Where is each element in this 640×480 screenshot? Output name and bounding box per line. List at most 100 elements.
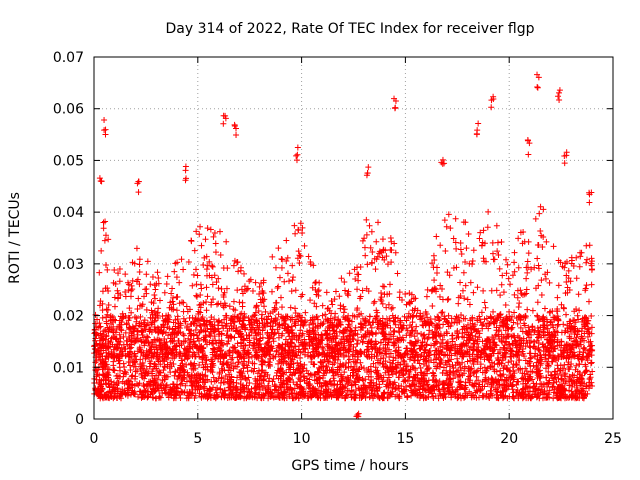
data-point — [396, 289, 403, 296]
data-point — [527, 344, 534, 351]
data-point — [224, 328, 231, 335]
data-point — [226, 303, 233, 310]
data-point — [445, 211, 452, 218]
data-point — [560, 321, 567, 328]
data-point — [446, 272, 453, 279]
data-point — [555, 282, 562, 289]
data-point — [208, 299, 215, 306]
data-point — [502, 302, 509, 309]
data-point — [304, 328, 311, 335]
data-point — [300, 322, 307, 329]
data-point — [99, 307, 106, 314]
data-point — [312, 279, 319, 286]
data-point — [588, 359, 595, 366]
data-point — [323, 289, 330, 296]
data-point — [583, 259, 590, 266]
data-point — [582, 368, 589, 375]
data-point — [156, 393, 163, 400]
data-point — [173, 307, 180, 314]
data-point — [414, 330, 421, 337]
data-point — [127, 293, 134, 300]
data-point — [207, 318, 214, 325]
data-point — [230, 298, 237, 305]
data-point — [447, 225, 454, 232]
data-point — [391, 240, 398, 247]
data-point — [120, 333, 127, 340]
data-point — [234, 287, 241, 294]
data-point — [467, 279, 474, 286]
data-point — [436, 293, 443, 300]
data-point — [204, 293, 211, 300]
data-point — [494, 239, 501, 246]
data-point — [532, 215, 539, 222]
data-point — [331, 359, 338, 366]
data-point — [445, 323, 452, 330]
data-point — [372, 266, 379, 273]
data-point — [252, 279, 259, 286]
data-point — [363, 231, 370, 238]
data-point — [196, 231, 203, 238]
data-point — [543, 238, 550, 245]
data-point — [511, 259, 518, 266]
data-point — [563, 311, 570, 318]
data-point — [354, 340, 361, 347]
data-point — [169, 285, 176, 292]
data-point — [515, 235, 522, 242]
data-point — [217, 379, 224, 386]
data-point — [509, 272, 516, 279]
data-point — [373, 314, 380, 321]
data-point — [269, 253, 276, 260]
data-point — [449, 361, 456, 368]
data-point — [511, 268, 518, 275]
data-point — [279, 256, 286, 263]
data-point — [261, 303, 268, 310]
data-point — [193, 293, 200, 300]
data-point — [476, 235, 483, 242]
data-point — [478, 309, 485, 316]
data-point — [400, 371, 407, 378]
data-point — [575, 291, 582, 298]
data-point — [203, 357, 210, 364]
data-point — [105, 236, 112, 243]
data-point — [583, 282, 590, 289]
data-point — [514, 294, 521, 301]
data-point — [476, 330, 483, 337]
data-point — [531, 338, 538, 345]
data-point — [381, 283, 388, 290]
data-point — [180, 266, 187, 273]
data-points — [91, 71, 596, 420]
data-point — [230, 262, 237, 269]
data-point — [448, 394, 455, 401]
data-point — [178, 256, 185, 263]
data-point — [125, 287, 132, 294]
data-point — [100, 225, 107, 232]
data-point — [133, 245, 140, 252]
data-point — [190, 271, 197, 278]
data-point — [577, 249, 584, 256]
data-point — [400, 357, 407, 364]
data-point — [463, 245, 470, 252]
data-point — [497, 292, 504, 299]
data-point — [98, 247, 105, 254]
data-point — [438, 286, 445, 293]
data-point — [116, 278, 123, 285]
data-point — [443, 367, 450, 374]
data-point — [133, 278, 140, 285]
data-point — [566, 335, 573, 342]
data-point — [171, 268, 178, 275]
data-point — [289, 277, 296, 284]
data-point — [198, 242, 205, 249]
data-point — [363, 216, 370, 223]
data-point — [503, 256, 510, 263]
data-point — [388, 305, 395, 312]
data-point — [274, 347, 281, 354]
data-point — [581, 314, 588, 321]
data-point — [278, 264, 285, 271]
data-point — [294, 359, 301, 366]
data-point — [299, 291, 306, 298]
data-point — [537, 228, 544, 235]
data-point — [222, 373, 229, 380]
data-point — [302, 309, 309, 316]
data-point — [476, 334, 483, 341]
data-point — [160, 367, 167, 374]
